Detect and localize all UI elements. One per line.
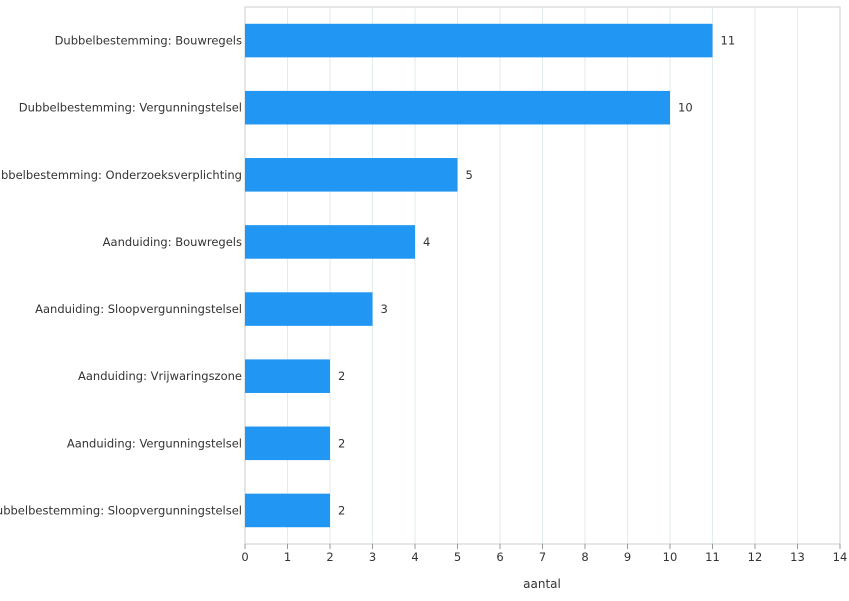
data-labels: 11 10 5 4 3 2 2 2 [338, 34, 735, 518]
x-tick-label: 3 [369, 550, 376, 564]
x-tick-label: 14 [833, 550, 848, 564]
data-label: 3 [381, 302, 388, 316]
data-label: 2 [338, 503, 345, 517]
category-label: Aanduiding: Sloopvergunningstelsel [35, 302, 242, 316]
bar[interactable] [245, 225, 415, 259]
category-label: Aanduiding: Vrijwaringszone [78, 369, 242, 383]
x-tick-label: 5 [454, 550, 461, 564]
bar[interactable] [245, 23, 713, 58]
category-label: Dubbelbestemming: Sloopvergunningstelsel [0, 503, 242, 517]
x-tick-label: 6 [496, 550, 503, 564]
x-axis-title: aantal [523, 577, 561, 591]
x-tick-label: 7 [539, 550, 546, 564]
category-labels: Dubbelbestemming: Bouwregels Dubbelbestem… [0, 34, 242, 518]
bar[interactable] [245, 426, 330, 461]
category-label: Aanduiding: Vergunningstelsel [67, 436, 242, 450]
x-axis-ticks: 0 1 2 3 4 5 6 7 8 9 10 11 12 13 14 [241, 544, 847, 564]
x-tick-label: 0 [241, 550, 248, 564]
x-tick-label: 2 [326, 550, 333, 564]
data-label: 2 [338, 436, 345, 450]
bar[interactable] [245, 90, 670, 125]
category-label: Aanduiding: Bouwregels [103, 235, 242, 249]
x-tick-label: 9 [624, 550, 631, 564]
x-tick-label: 13 [790, 550, 805, 564]
x-tick-label: 12 [748, 550, 763, 564]
x-tick-label: 8 [581, 550, 588, 564]
data-label: 5 [466, 168, 473, 182]
category-label: Dubbelbestemming: Vergunningstelsel [19, 101, 242, 115]
x-tick-label: 1 [284, 550, 291, 564]
data-label: 4 [423, 235, 430, 249]
data-label: 2 [338, 369, 345, 383]
category-label: Dubbelbestemming: Bouwregels [55, 34, 242, 48]
bars-layer [245, 23, 713, 528]
x-tick-label: 4 [411, 550, 418, 564]
data-label: 11 [721, 34, 736, 48]
x-tick-label: 10 [663, 550, 678, 564]
bar[interactable] [245, 158, 458, 192]
bar[interactable] [245, 359, 330, 393]
data-label: 10 [678, 101, 693, 115]
x-tick-label: 11 [705, 550, 720, 564]
category-label: Dubbelbestemming: Onderzoeksverplichting [0, 168, 242, 182]
grid-layer [287, 7, 798, 544]
bar[interactable] [245, 493, 330, 528]
bar[interactable] [245, 292, 373, 326]
